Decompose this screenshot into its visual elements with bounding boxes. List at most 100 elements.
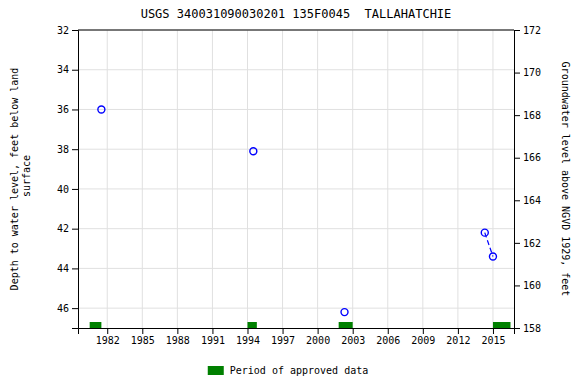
legend-label: Period of approved data: [230, 365, 368, 376]
x-axis-tick-label: 2012: [446, 335, 470, 346]
y-axis-tick-label: 40: [57, 184, 69, 195]
approved-period: [247, 322, 256, 328]
y-axis-tick-label: 38: [57, 144, 69, 155]
x-axis-tick: 1994: [236, 328, 260, 346]
y-axis-tick: 42: [57, 223, 78, 234]
y2-axis-tick-label: 158: [523, 323, 541, 334]
grid-line-x: [247, 30, 248, 328]
x-axis-tick: 1982: [96, 328, 120, 346]
legend: Period of approved data: [208, 365, 368, 376]
x-axis-tick-label: 1991: [201, 335, 225, 346]
x-axis-tick: 2012: [446, 328, 470, 346]
y-axis-tick-mark: [72, 308, 78, 309]
y-axis-tick: 40: [57, 184, 78, 195]
grid-line-x: [387, 30, 388, 328]
x-axis-tick-mark: [177, 328, 178, 334]
x-axis-tick: 1988: [166, 328, 190, 346]
y-axis-tick: 38: [57, 144, 78, 155]
y-axis-tick: 44: [57, 263, 78, 274]
approved-period: [90, 322, 102, 328]
y2-axis-tick: 160: [514, 280, 541, 291]
x-axis-tick: 2006: [376, 328, 400, 346]
connecting-line: [485, 233, 493, 257]
x-axis-tick-mark: [212, 328, 213, 334]
y-axis-tick-mark: [72, 189, 78, 190]
grid-line-x: [177, 30, 178, 328]
y2-axis-tick: 170: [514, 67, 541, 78]
x-axis-tick-label: 2009: [411, 335, 435, 346]
x-axis-tick-mark: [318, 328, 319, 334]
x-axis-tick-label: 2015: [481, 335, 505, 346]
y2-axis-tick: 162: [514, 238, 541, 249]
y2-axis-tick-mark: [514, 243, 520, 244]
y2-axis-tick-mark: [514, 30, 520, 31]
y2-axis-tick-mark: [514, 328, 520, 329]
x-axis-tick-mark: [388, 328, 389, 334]
x-axis-tick: 1991: [201, 328, 225, 346]
y-axis-tick-label: 32: [57, 25, 69, 36]
grid-line-y: [78, 69, 514, 70]
grid-line-y: [78, 308, 514, 309]
x-axis-tick-label: 2006: [376, 335, 400, 346]
y2-axis-tick-label: 166: [523, 152, 541, 163]
x-axis-tick-label: 1997: [271, 335, 295, 346]
grid-line-x: [457, 30, 458, 328]
x-axis-tick-label: 2000: [306, 335, 330, 346]
grid-line-x: [317, 30, 318, 328]
x-axis-tick-mark: [423, 328, 424, 334]
y-axis: 32 34 36 38 40 42 44 46: [57, 25, 79, 329]
y-axis-tick-mark: [72, 268, 78, 269]
y-axis-tick-label: 36: [57, 104, 69, 115]
x-axis-tick: 2000: [306, 328, 330, 346]
grid: [78, 30, 514, 328]
y-axis-tick-mark: [72, 70, 78, 71]
y2-axis-line: [515, 31, 521, 329]
x-axis-tick-mark: [107, 328, 108, 334]
chart: 1982 1985 1988 1991 1994 1997 2000 2003 2006 2009…: [0, 0, 576, 384]
y-axis-tick-mark: [72, 229, 78, 230]
y-axis-tick-label: 34: [57, 64, 69, 75]
y2-axis-tick-mark: [514, 285, 520, 286]
legend-swatch: [208, 366, 224, 375]
grid-line-x: [282, 30, 283, 328]
x-axis-tick-label: 1988: [166, 335, 190, 346]
x-axis-tick-label: 2003: [341, 335, 365, 346]
y-axis-tick: 34: [57, 64, 78, 75]
grid-line-y: [78, 30, 514, 31]
y-axis-tick-label: 44: [57, 263, 69, 274]
x-axis-tick-label: 1994: [236, 335, 260, 346]
y-axis-tick: 36: [57, 104, 78, 115]
data-point: [341, 309, 348, 316]
y2-axis-tick-mark: [514, 158, 520, 159]
x-axis-tick-mark: [142, 328, 143, 334]
x-axis-tick: 1985: [131, 328, 155, 346]
y2-axis-title: Groundwater level above NGVD 1929, feet: [560, 62, 571, 297]
x-axis-tick-label: 1982: [96, 335, 120, 346]
marks: [90, 106, 511, 328]
grid-line-x: [212, 30, 213, 328]
y2-axis-tick-label: 162: [523, 238, 541, 249]
y2-axis-tick: 172: [514, 25, 541, 36]
x-axis-tick-mark: [458, 328, 459, 334]
approved-period: [339, 322, 353, 328]
y-axis-line: [72, 31, 79, 329]
y2-axis-tick-label: 172: [523, 25, 541, 36]
plot: 1982 1985 1988 1991 1994 1997 2000 2003 2006 2009…: [57, 25, 541, 346]
x-axis-tick: 2009: [411, 328, 435, 346]
grid-line-y: [78, 149, 514, 150]
grid-line-y: [78, 109, 514, 110]
x-axis-tick: 1997: [271, 328, 295, 346]
y2-axis-tick-label: 170: [523, 67, 541, 78]
y-axis-tick-label: 46: [57, 303, 69, 314]
y-axis-title: Depth to water level, feet below land su…: [9, 68, 32, 291]
grid-line-x: [107, 30, 108, 328]
x-axis-tick-mark: [247, 328, 248, 334]
y2-axis-tick-label: 164: [523, 195, 541, 206]
grid-line-x: [422, 30, 423, 328]
y-axis-tick: 46: [57, 303, 78, 314]
x-axis-tick: 2003: [341, 328, 365, 346]
y2-axis-tick-label: 160: [523, 280, 541, 291]
grid-line-x: [492, 30, 493, 328]
title: USGS 340031090030201 135F0045 TALLAHATCH…: [141, 7, 452, 21]
data-point: [98, 106, 105, 113]
